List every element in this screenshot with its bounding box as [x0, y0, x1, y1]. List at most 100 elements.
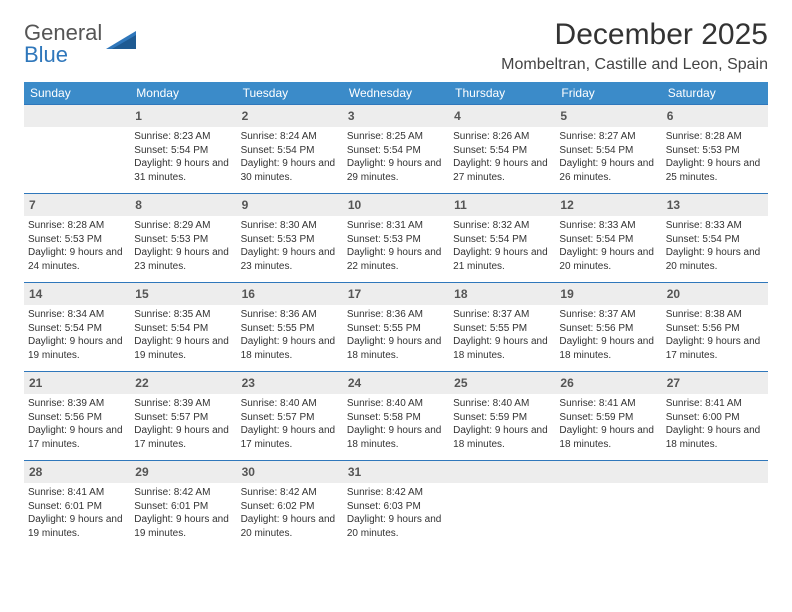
daylight-text: Daylight: 9 hours and 17 minutes.	[134, 424, 232, 451]
daylight-text: Daylight: 9 hours and 18 minutes.	[347, 424, 445, 451]
daylight-text: Daylight: 9 hours and 19 minutes.	[28, 335, 126, 362]
sunset-text: Sunset: 5:58 PM	[347, 411, 445, 425]
day-cell	[449, 461, 555, 549]
sunset-text: Sunset: 5:54 PM	[453, 233, 551, 247]
day-cell: 23Sunrise: 8:40 AMSunset: 5:57 PMDayligh…	[237, 372, 343, 460]
weeks-container: 1Sunrise: 8:23 AMSunset: 5:54 PMDaylight…	[24, 104, 768, 549]
day-cell: 1Sunrise: 8:23 AMSunset: 5:54 PMDaylight…	[130, 105, 236, 193]
daylight-text: Daylight: 9 hours and 20 minutes.	[347, 513, 445, 540]
sunrise-text: Sunrise: 8:38 AM	[666, 308, 764, 322]
day-number: 28	[24, 461, 130, 483]
sunset-text: Sunset: 5:56 PM	[666, 322, 764, 336]
day-number: 9	[237, 194, 343, 216]
day-number: 23	[237, 372, 343, 394]
sunrise-text: Sunrise: 8:33 AM	[666, 219, 764, 233]
sunrise-text: Sunrise: 8:33 AM	[559, 219, 657, 233]
daylight-text: Daylight: 9 hours and 17 minutes.	[666, 335, 764, 362]
day-cell: 15Sunrise: 8:35 AMSunset: 5:54 PMDayligh…	[130, 283, 236, 371]
sunrise-text: Sunrise: 8:24 AM	[241, 130, 339, 144]
sunset-text: Sunset: 5:53 PM	[28, 233, 126, 247]
location-text: Mombeltran, Castille and Leon, Spain	[501, 56, 768, 74]
day-number: 14	[24, 283, 130, 305]
daylight-text: Daylight: 9 hours and 19 minutes.	[134, 513, 232, 540]
day-number: 24	[343, 372, 449, 394]
weekday-header: Saturday	[662, 82, 768, 104]
sunset-text: Sunset: 5:54 PM	[241, 144, 339, 158]
logo-word-blue: Blue	[24, 42, 68, 67]
sunrise-text: Sunrise: 8:26 AM	[453, 130, 551, 144]
sunset-text: Sunset: 5:54 PM	[666, 233, 764, 247]
week-row: 1Sunrise: 8:23 AMSunset: 5:54 PMDaylight…	[24, 104, 768, 193]
sunset-text: Sunset: 6:02 PM	[241, 500, 339, 514]
day-cell	[555, 461, 661, 549]
daylight-text: Daylight: 9 hours and 22 minutes.	[347, 246, 445, 273]
weekday-header: Thursday	[449, 82, 555, 104]
day-cell: 25Sunrise: 8:40 AMSunset: 5:59 PMDayligh…	[449, 372, 555, 460]
sunrise-text: Sunrise: 8:40 AM	[241, 397, 339, 411]
day-number: 30	[237, 461, 343, 483]
sunset-text: Sunset: 5:54 PM	[453, 144, 551, 158]
day-cell: 3Sunrise: 8:25 AMSunset: 5:54 PMDaylight…	[343, 105, 449, 193]
day-cell: 19Sunrise: 8:37 AMSunset: 5:56 PMDayligh…	[555, 283, 661, 371]
day-cell: 14Sunrise: 8:34 AMSunset: 5:54 PMDayligh…	[24, 283, 130, 371]
title-block: December 2025 Mombeltran, Castille and L…	[501, 18, 768, 74]
daylight-text: Daylight: 9 hours and 24 minutes.	[28, 246, 126, 273]
sunrise-text: Sunrise: 8:37 AM	[559, 308, 657, 322]
daylight-text: Daylight: 9 hours and 23 minutes.	[241, 246, 339, 273]
day-cell: 8Sunrise: 8:29 AMSunset: 5:53 PMDaylight…	[130, 194, 236, 282]
day-cell: 30Sunrise: 8:42 AMSunset: 6:02 PMDayligh…	[237, 461, 343, 549]
daylight-text: Daylight: 9 hours and 18 minutes.	[559, 424, 657, 451]
day-number: 27	[662, 372, 768, 394]
day-cell: 6Sunrise: 8:28 AMSunset: 5:53 PMDaylight…	[662, 105, 768, 193]
day-cell: 4Sunrise: 8:26 AMSunset: 5:54 PMDaylight…	[449, 105, 555, 193]
daylight-text: Daylight: 9 hours and 30 minutes.	[241, 157, 339, 184]
sunset-text: Sunset: 5:53 PM	[666, 144, 764, 158]
sunrise-text: Sunrise: 8:36 AM	[241, 308, 339, 322]
day-number	[662, 461, 768, 483]
header: General Blue December 2025 Mombeltran, C…	[24, 18, 768, 74]
sunset-text: Sunset: 5:59 PM	[453, 411, 551, 425]
daylight-text: Daylight: 9 hours and 18 minutes.	[453, 335, 551, 362]
day-cell: 5Sunrise: 8:27 AMSunset: 5:54 PMDaylight…	[555, 105, 661, 193]
sunrise-text: Sunrise: 8:27 AM	[559, 130, 657, 144]
weekday-header: Wednesday	[343, 82, 449, 104]
day-cell: 7Sunrise: 8:28 AMSunset: 5:53 PMDaylight…	[24, 194, 130, 282]
day-number: 29	[130, 461, 236, 483]
day-number	[449, 461, 555, 483]
daylight-text: Daylight: 9 hours and 18 minutes.	[666, 424, 764, 451]
sunset-text: Sunset: 6:03 PM	[347, 500, 445, 514]
daylight-text: Daylight: 9 hours and 20 minutes.	[559, 246, 657, 273]
sunrise-text: Sunrise: 8:41 AM	[559, 397, 657, 411]
day-cell	[662, 461, 768, 549]
sunset-text: Sunset: 5:57 PM	[241, 411, 339, 425]
day-cell: 24 Sunrise: 8:40 AMSunset: 5:58 PMDayligh…	[343, 372, 449, 460]
week-row: 21Sunrise: 8:39 AMSunset: 5:56 PMDayligh…	[24, 371, 768, 460]
sunrise-text: Sunrise: 8:30 AM	[241, 219, 339, 233]
sunset-text: Sunset: 5:55 PM	[347, 322, 445, 336]
sunrise-text: Sunrise: 8:42 AM	[241, 486, 339, 500]
daylight-text: Daylight: 9 hours and 31 minutes.	[134, 157, 232, 184]
sunset-text: Sunset: 5:55 PM	[453, 322, 551, 336]
day-cell: 22Sunrise: 8:39 AMSunset: 5:57 PMDayligh…	[130, 372, 236, 460]
daylight-text: Daylight: 9 hours and 23 minutes.	[134, 246, 232, 273]
day-number: 31	[343, 461, 449, 483]
day-cell: 18Sunrise: 8:37 AMSunset: 5:55 PMDayligh…	[449, 283, 555, 371]
day-cell: 26Sunrise: 8:41 AMSunset: 5:59 PMDayligh…	[555, 372, 661, 460]
sunset-text: Sunset: 5:59 PM	[559, 411, 657, 425]
day-cell	[24, 105, 130, 193]
sunset-text: Sunset: 5:55 PM	[241, 322, 339, 336]
weekday-header: Sunday	[24, 82, 130, 104]
day-number: 5	[555, 105, 661, 127]
sunset-text: Sunset: 5:53 PM	[241, 233, 339, 247]
daylight-text: Daylight: 9 hours and 17 minutes.	[28, 424, 126, 451]
day-number: 17	[343, 283, 449, 305]
day-cell: 11Sunrise: 8:32 AMSunset: 5:54 PMDayligh…	[449, 194, 555, 282]
weekday-header: Tuesday	[237, 82, 343, 104]
sunrise-text: Sunrise: 8:40 AM	[347, 397, 445, 411]
daylight-text: Daylight: 9 hours and 18 minutes.	[347, 335, 445, 362]
sunrise-text: Sunrise: 8:28 AM	[666, 130, 764, 144]
daylight-text: Daylight: 9 hours and 18 minutes.	[559, 335, 657, 362]
sunset-text: Sunset: 6:00 PM	[666, 411, 764, 425]
day-cell: 31Sunrise: 8:42 AMSunset: 6:03 PMDayligh…	[343, 461, 449, 549]
daylight-text: Daylight: 9 hours and 20 minutes.	[666, 246, 764, 273]
